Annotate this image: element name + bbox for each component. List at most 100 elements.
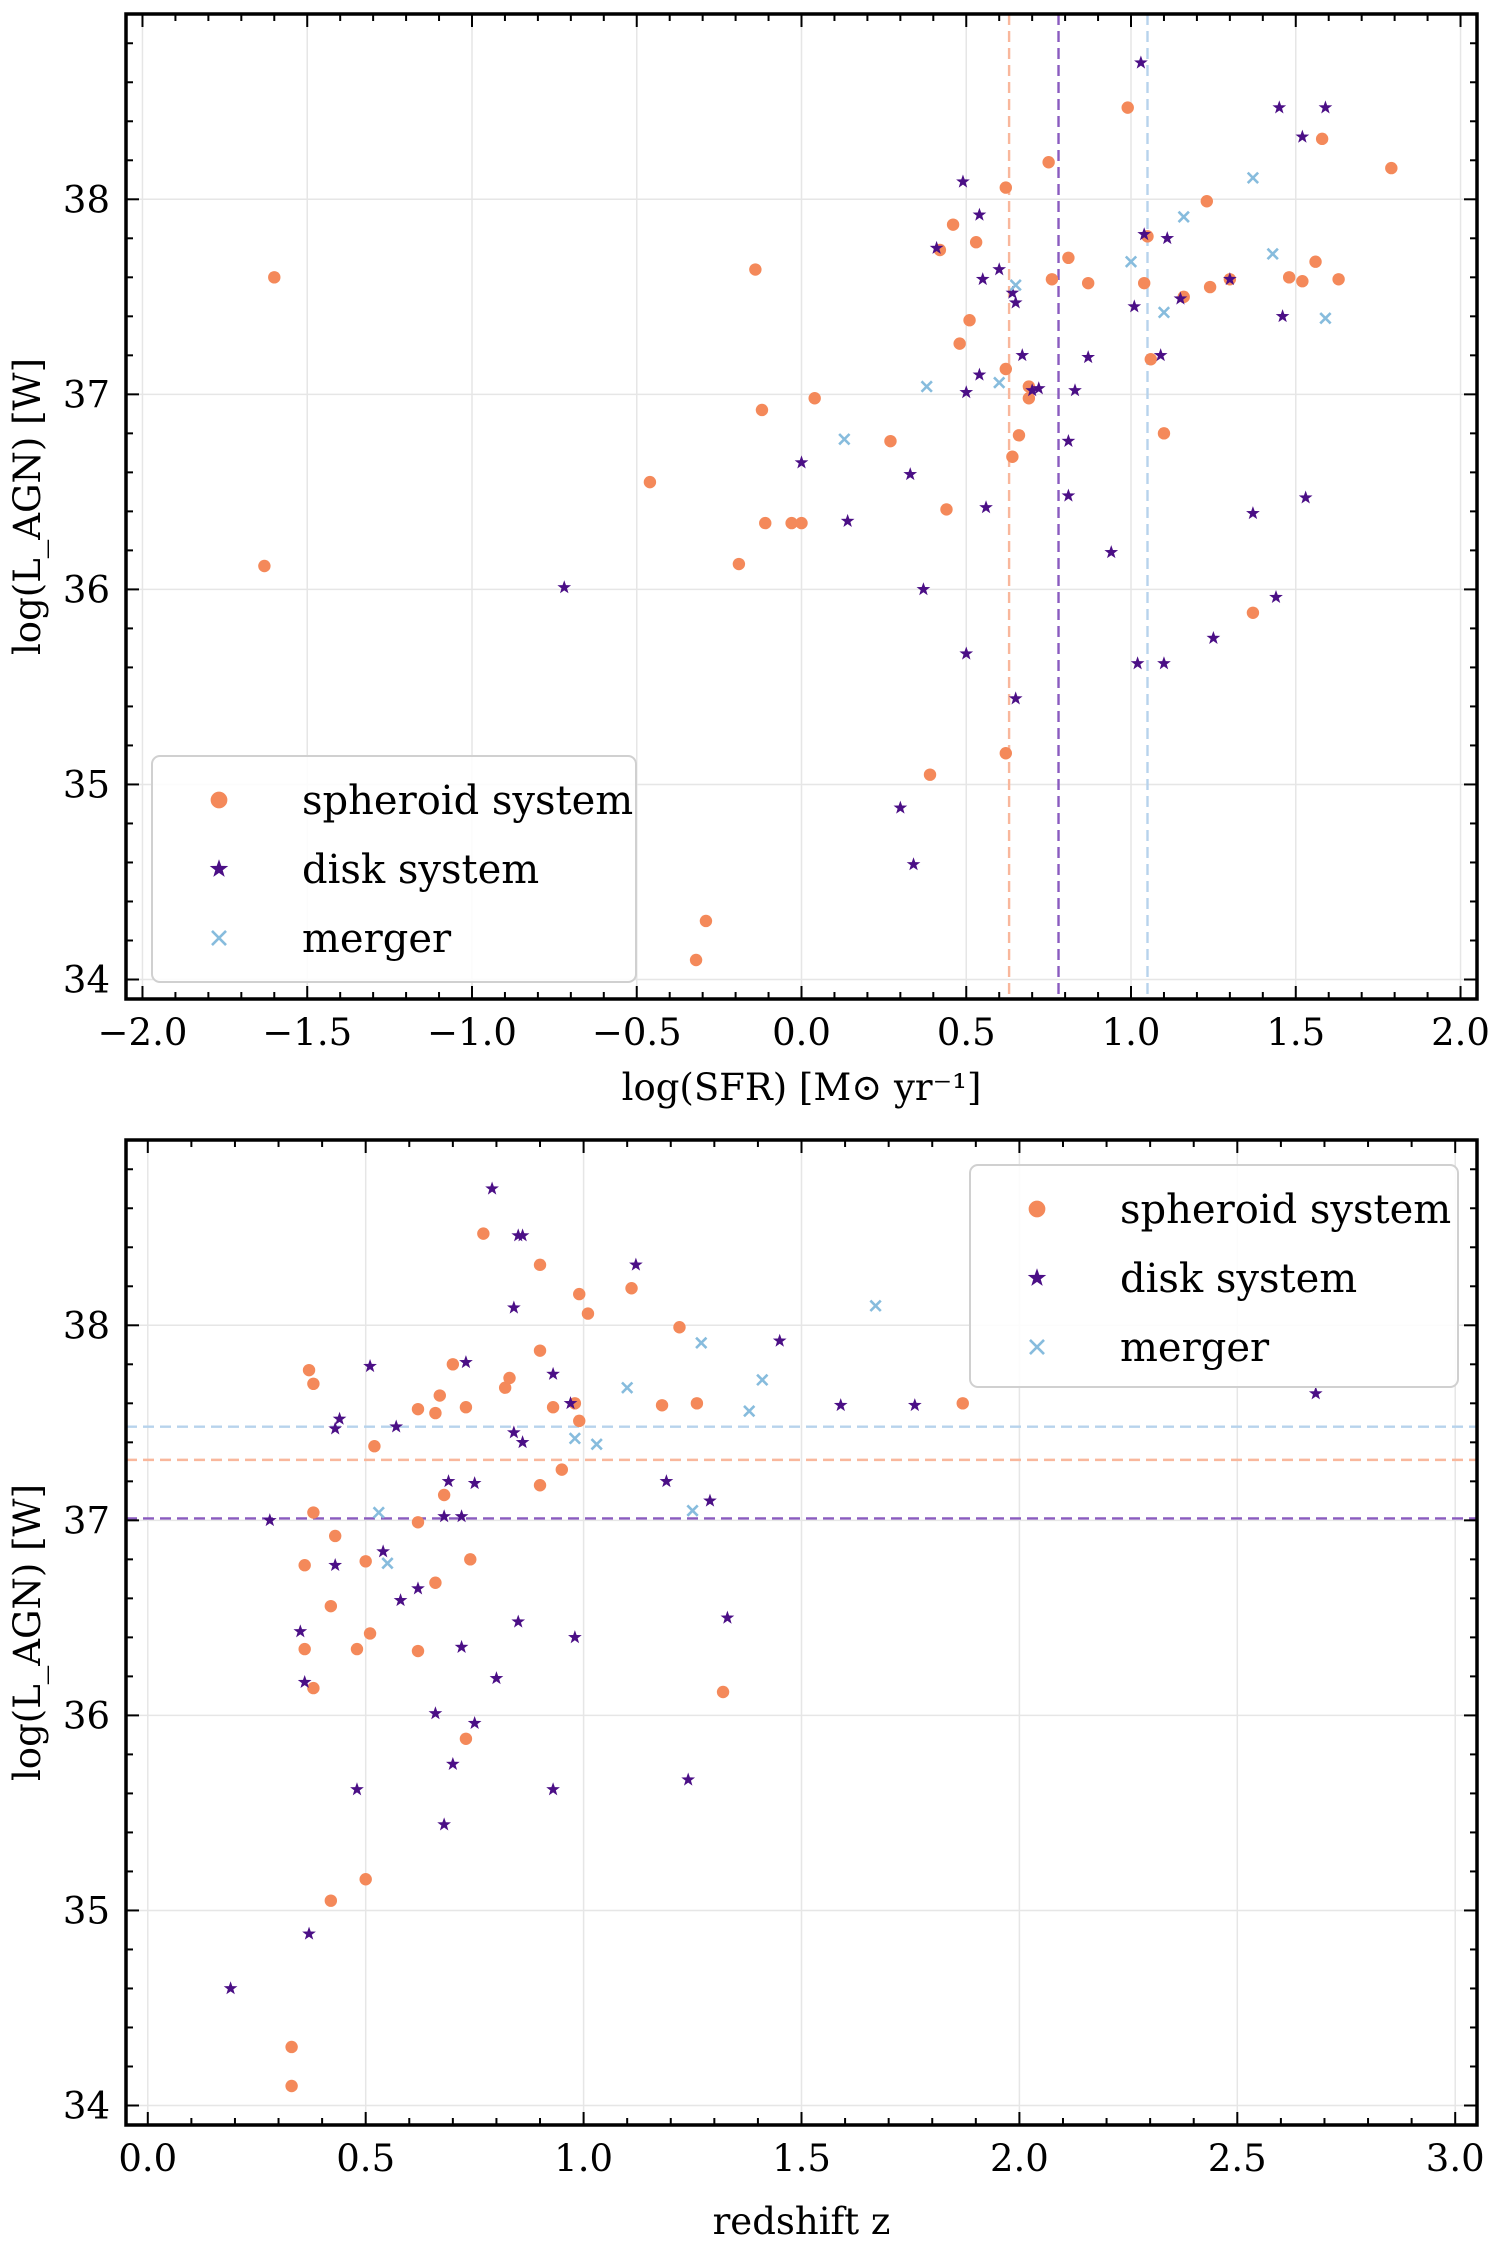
data-point: [363, 1627, 377, 1640]
series-disk: [223, 1181, 1323, 1995]
data-point: [533, 1344, 547, 1357]
data-point: [411, 1644, 425, 1658]
data-point: [428, 1706, 443, 1720]
data-point: [1177, 210, 1190, 223]
data-point: [1308, 1386, 1323, 1400]
data-point: [893, 800, 908, 814]
x-tick-label: 3.0: [1426, 2137, 1485, 2180]
data-point: [489, 1671, 504, 1685]
data-point: [1012, 429, 1026, 442]
data-point: [689, 953, 703, 967]
data-point: [546, 1401, 560, 1414]
data-point: [285, 2079, 298, 2093]
data-point: [1318, 100, 1333, 114]
y-tick-label: 38: [63, 178, 110, 221]
data-point: [258, 559, 271, 573]
data-point: [808, 392, 821, 405]
data-point: [1144, 353, 1157, 366]
data-point: [833, 1398, 848, 1412]
x-tick-label: 1.5: [1266, 1011, 1325, 1054]
x-tick-label: −0.5: [592, 1011, 682, 1054]
legend-marker: [211, 930, 227, 946]
data-point: [703, 1493, 717, 1507]
data-point: [1296, 275, 1309, 288]
data-point: [659, 1474, 674, 1488]
data-point: [389, 1419, 404, 1433]
y-tick-label: 36: [63, 568, 110, 611]
data-point: [992, 262, 1007, 276]
data-point: [643, 475, 657, 489]
data-point: [268, 271, 281, 284]
data-point: [363, 1359, 377, 1373]
data-point: [1045, 273, 1059, 286]
data-point: [1137, 227, 1152, 241]
legend-label: disk system: [1120, 1256, 1357, 1302]
legend-label: spheroid system: [1120, 1187, 1451, 1233]
data-point: [621, 1381, 634, 1394]
data-point: [629, 1257, 643, 1271]
data-point: [743, 1405, 756, 1418]
data-point: [1246, 171, 1260, 184]
series-spheroid: [285, 1227, 969, 2093]
data-point: [1121, 101, 1134, 114]
y-axis-label: log(L_AGN) [W]: [6, 1484, 50, 1781]
x-tick-label: 0.0: [772, 1011, 831, 1054]
data-point: [328, 1421, 343, 1435]
data-point: [454, 1639, 469, 1653]
data-point: [979, 500, 993, 514]
data-point: [940, 503, 953, 516]
data-point: [1009, 278, 1022, 292]
data-point: [573, 1414, 586, 1428]
data-point: [555, 1463, 569, 1476]
x-tick-label: −1.0: [427, 1011, 517, 1054]
legend-label: merger: [302, 916, 452, 962]
data-point: [1385, 161, 1398, 175]
x-tick-label: 0.5: [937, 1011, 996, 1054]
legend: spheroid system disk system merger: [151, 755, 637, 983]
data-point: [581, 1307, 595, 1320]
data-point: [467, 1716, 482, 1730]
data-point: [655, 1399, 669, 1412]
legend-marker: [1028, 1200, 1046, 1218]
data-point: [969, 236, 983, 249]
data-point: [1157, 306, 1171, 319]
data-point: [328, 1529, 342, 1543]
data-point: [437, 1817, 451, 1831]
legend: spheroid system disk system merger: [969, 1164, 1459, 1388]
data-point: [959, 385, 974, 399]
data-point: [262, 1513, 277, 1527]
data-point: [507, 1300, 521, 1314]
data-point: [972, 367, 987, 381]
data-point: [1275, 309, 1290, 323]
data-point: [324, 1894, 338, 1907]
legend-label: disk system: [302, 847, 539, 893]
data-point: [485, 1181, 499, 1195]
y-tick-label: 38: [63, 1304, 110, 1347]
data-point: [533, 1479, 547, 1492]
data-point: [1200, 195, 1214, 208]
data-point: [681, 1772, 696, 1786]
ticks: [126, 14, 1477, 999]
data-point: [328, 1558, 343, 1572]
data-point: [1160, 231, 1175, 245]
x-tick-label: 2.0: [990, 2137, 1049, 2180]
x-axis-label: log(SFR) [M⊙ yr⁻¹]: [622, 1066, 982, 1109]
data-point: [1157, 427, 1171, 440]
data-point: [563, 1396, 578, 1410]
data-point: [1130, 656, 1145, 670]
data-point: [838, 433, 851, 446]
data-point: [794, 455, 809, 469]
data-point: [464, 1553, 477, 1566]
data-point: [467, 1476, 482, 1490]
x-axis-label: redshift z: [713, 2200, 891, 2243]
data-point: [1005, 285, 1020, 299]
data-point: [756, 1373, 769, 1387]
legend-marker: [1027, 1268, 1047, 1286]
series-merger: [838, 171, 1332, 446]
data-point: [975, 272, 990, 286]
data-point: [1025, 383, 1040, 397]
data-point: [749, 263, 762, 276]
data-point: [293, 1624, 308, 1638]
data-point: [557, 580, 572, 594]
data-point: [372, 1506, 385, 1519]
